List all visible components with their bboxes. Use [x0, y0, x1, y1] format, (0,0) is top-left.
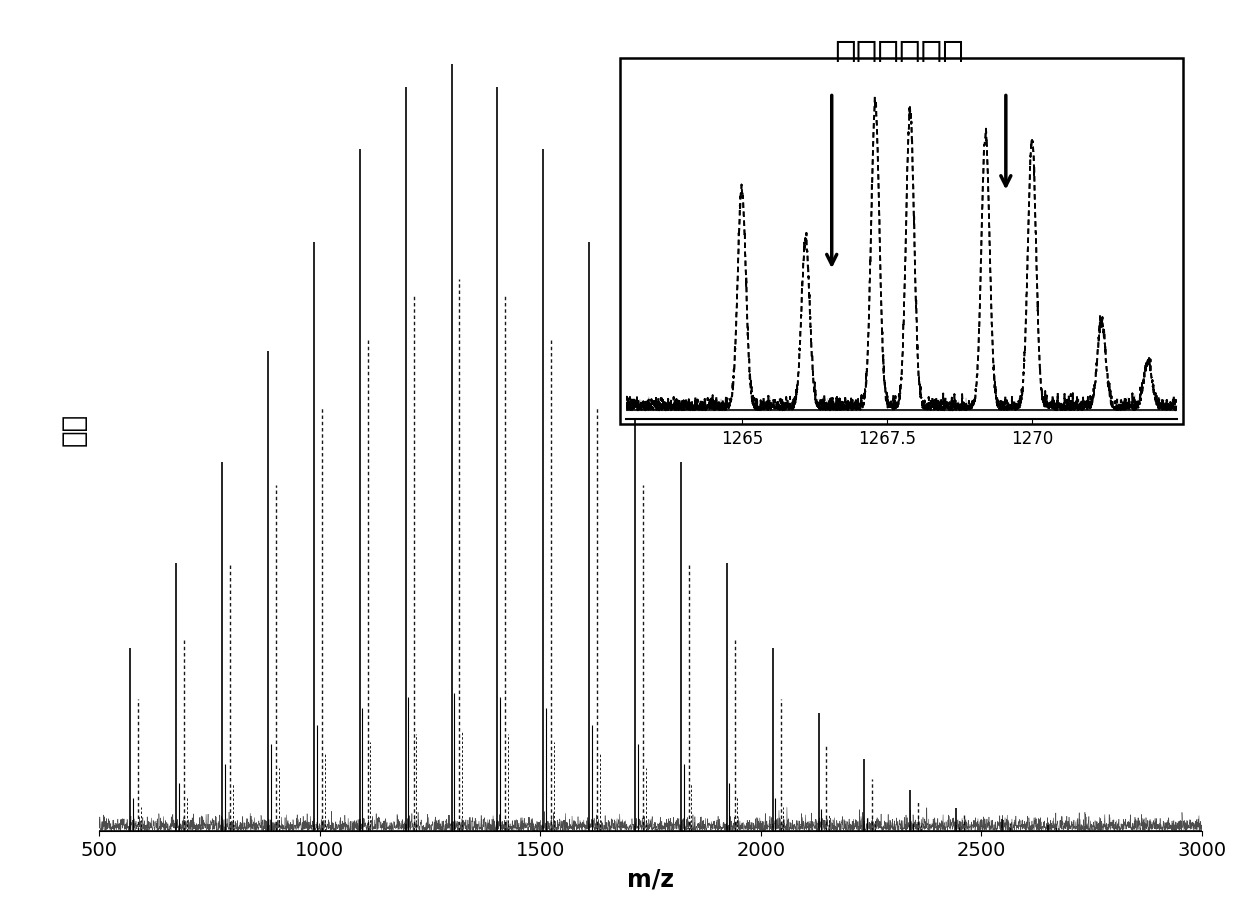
X-axis label: m/z: m/z: [627, 866, 674, 890]
Text: 溂同位素分裂: 溂同位素分裂: [834, 39, 964, 73]
Y-axis label: 强度: 强度: [59, 413, 88, 445]
